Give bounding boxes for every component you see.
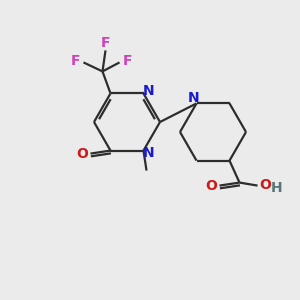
Text: O: O: [260, 178, 272, 192]
Text: N: N: [188, 92, 199, 105]
Text: N: N: [143, 146, 154, 160]
Text: H: H: [271, 181, 282, 195]
Text: O: O: [206, 178, 218, 193]
Text: F: F: [71, 54, 80, 68]
Text: N: N: [143, 84, 154, 98]
Text: F: F: [101, 36, 110, 50]
Text: F: F: [123, 54, 132, 68]
Text: O: O: [76, 147, 88, 160]
